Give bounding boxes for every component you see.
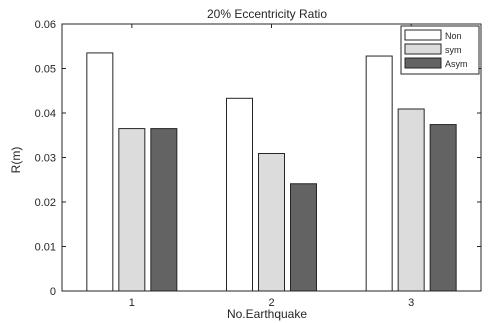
legend-swatch-asym: [404, 57, 442, 69]
legend-label-non: Non: [445, 31, 462, 41]
x-tick-label: 3: [408, 297, 414, 309]
legend-label-asym: Asym: [445, 59, 468, 69]
legend-swatch-non: [404, 29, 442, 41]
plot-area: 0 0.01 0.02 0.03 0.04 0.05 0.06 1 2 3 Non sym Asym: [35, 19, 482, 309]
chart-title: 20% Eccentricity Ratio: [207, 7, 327, 21]
legend-label-sym: sym: [445, 45, 462, 55]
y-tick-label: 0.01: [35, 242, 56, 254]
x-axis-title: No.Earthquake: [227, 307, 307, 321]
x-tick-label: 1: [129, 297, 135, 309]
bar-asym-2: [290, 183, 317, 292]
y-tick-label: 0: [50, 286, 56, 298]
bar-non-3: [365, 55, 393, 292]
y-tick-label: 0.05: [35, 64, 56, 76]
bar-asym-1: [150, 128, 178, 292]
bar-non-2: [226, 97, 253, 292]
legend-swatch-sym: [404, 43, 442, 55]
bar-non-1: [86, 52, 114, 292]
y-tick-label: 0.03: [35, 153, 56, 165]
bar-sym-3: [397, 108, 425, 292]
y-tick-label: 0.04: [35, 108, 56, 120]
bar-asym-3: [429, 124, 457, 292]
y-tick-label: 0.06: [35, 19, 56, 31]
bar-sym-2: [258, 152, 285, 292]
y-axis-title: R(m): [9, 147, 23, 174]
x-tick-label: 2: [268, 297, 274, 309]
y-tick-label: 0.02: [35, 197, 56, 209]
legend: Non sym Asym: [400, 25, 480, 75]
bar-sym-1: [118, 128, 146, 292]
